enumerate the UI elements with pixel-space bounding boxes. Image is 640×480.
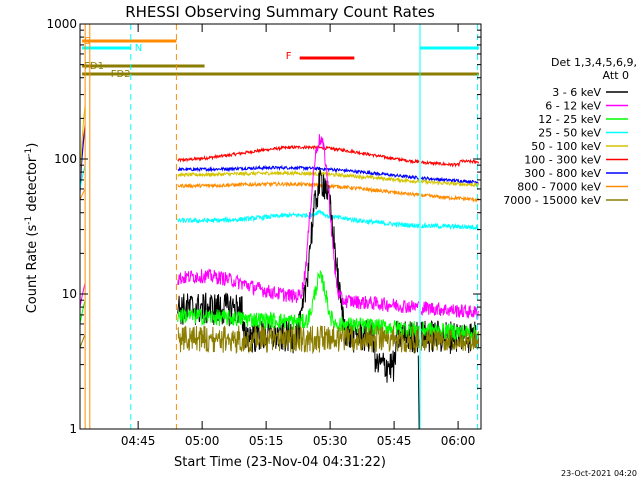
state-bar-s-label: S: [84, 36, 90, 47]
legend-entry-3-6-kev-label: 3 - 6 keV: [552, 86, 601, 99]
plot-area: S N F FD1 FD2 1 10 100 1000 04:45 05:00 05:15 05:30 0…: [46, 17, 482, 448]
footer-date: 23-Oct-2021 04:20: [561, 469, 637, 478]
early-4: [79, 105, 86, 189]
state-bar-f-label: F: [286, 51, 292, 62]
x-tick-label: 05:30: [313, 434, 348, 448]
y-tick-label: 10: [62, 287, 77, 301]
y-axis-label-sup: -1: [24, 216, 34, 225]
series-50-100-kev-late: [420, 178, 479, 188]
series-100-300-kev: [177, 144, 420, 165]
legend-entry-800-7000-kev-label: 800 - 7000 keV: [517, 181, 601, 194]
legend-entry-25-50-kev-label: 25 - 50 keV: [538, 127, 601, 140]
x-tick-label: 04:45: [121, 434, 156, 448]
y-tick-label: 1000: [46, 17, 77, 31]
y-axis-label-sup2: -1: [24, 148, 34, 157]
series-800-7000-kev: [177, 180, 420, 198]
legend-entry-50-100-kev-label: 50 - 100 keV: [531, 140, 601, 153]
y-tick-label: 1: [69, 422, 77, 436]
y-axis-label-main: Count Rate (s: [25, 225, 40, 314]
early-2: [79, 300, 86, 324]
legend-entry-6-12-kev-label: 6 - 12 keV: [545, 100, 601, 113]
x-tick-label: 05:15: [249, 434, 284, 448]
state-bar-fd1-label: FD1: [84, 61, 104, 72]
series-25-50-kev: [177, 209, 420, 229]
series-300-800-kev: [177, 164, 419, 180]
state-bar-fd2-label: FD2: [111, 69, 131, 80]
legend-entry-7000-15000-kev-label: 7000 - 15000 keV: [503, 194, 601, 207]
y-axis-label-end: ): [25, 143, 40, 148]
series-50-100-kev: [177, 169, 420, 185]
x-axis-label: Start Time (23-Nov-04 04:31:22): [174, 455, 386, 470]
series-800-7000-kev-late: [420, 192, 479, 203]
series-25-50-kev-late: [420, 222, 479, 232]
legend-entry-100-300-kev-label: 100 - 300 keV: [524, 154, 601, 167]
legend-header-line-1: Det 1,3,4,5,6,9,: [551, 56, 637, 69]
y-axis-label-tail: detector: [25, 156, 40, 216]
chart-title: RHESSI Observing Summary Count Rates: [125, 3, 435, 21]
y-axis-label: Count Rate (s-1 detector-1): [24, 143, 40, 314]
plot-frame: [79, 23, 482, 430]
legend-header-line-2: Att 0: [603, 69, 629, 82]
early-3: [79, 165, 86, 189]
x-tick-label: 06:00: [441, 434, 476, 448]
state-bar-n-label: N: [135, 43, 142, 54]
x-tick-label: 05:45: [377, 434, 412, 448]
series-7000-15000-kev-late: [420, 329, 479, 351]
early-6: [79, 127, 86, 195]
series-6-12-kev-late: [420, 301, 479, 320]
series-7000-15000-kev: [177, 325, 420, 355]
series-300-800-kev-late: [420, 175, 479, 185]
series-3-6-kev-dropout: [417, 355, 420, 430]
series-100-300-kev-late: [420, 158, 479, 168]
series-6-12-kev: [177, 134, 420, 314]
x-tick-label: 05:00: [185, 434, 220, 448]
legend-entry-300-800-kev-label: 300 - 800 keV: [524, 167, 601, 180]
early-7: [79, 188, 86, 200]
legend-entry-12-25-kev-label: 12 - 25 keV: [538, 113, 601, 126]
early-8: [79, 334, 86, 348]
y-tick-label: 100: [54, 152, 77, 166]
